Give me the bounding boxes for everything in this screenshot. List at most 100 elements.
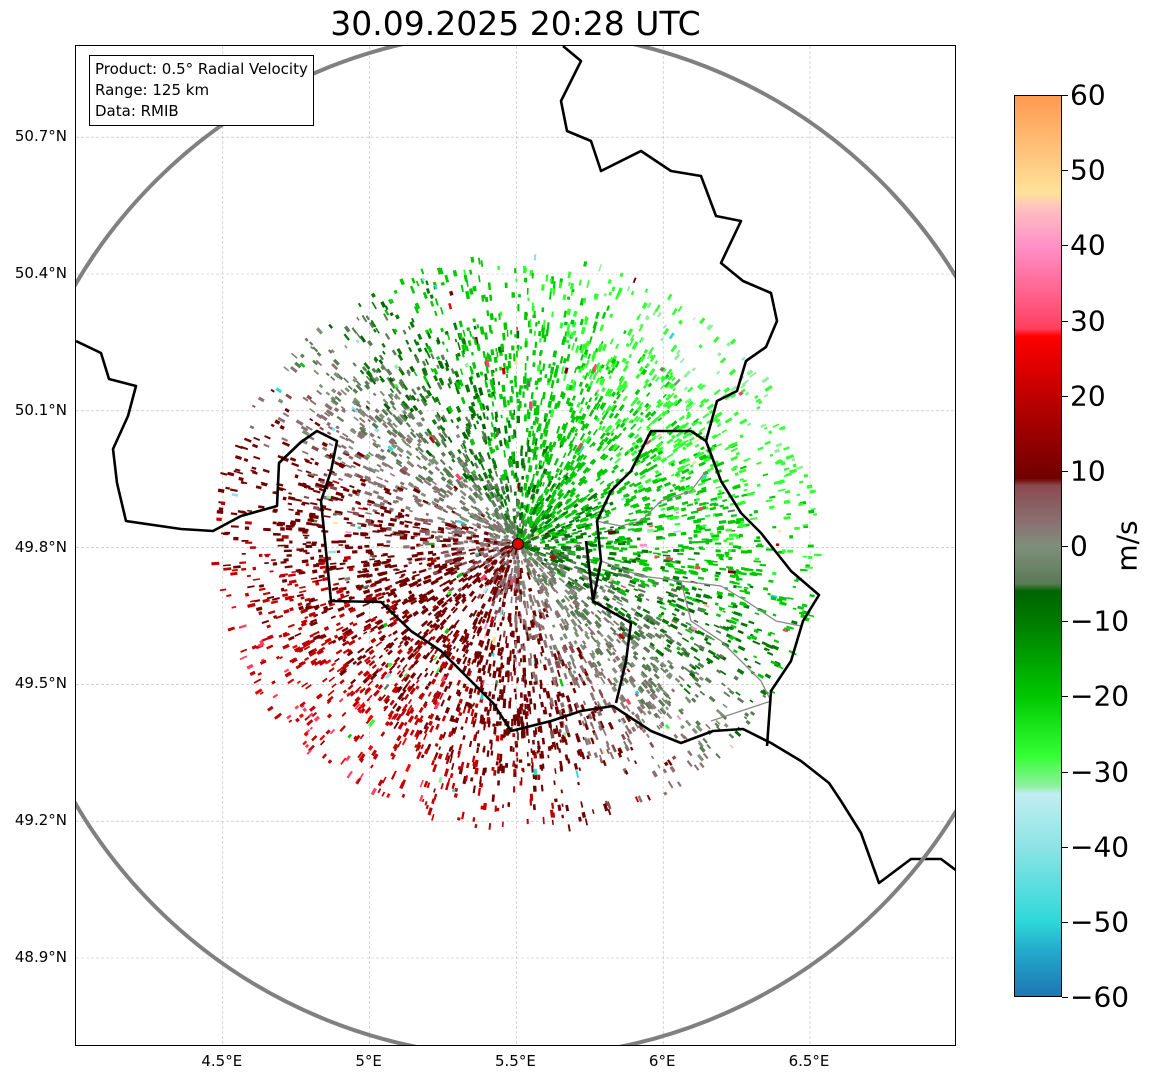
echo-gate <box>673 353 681 361</box>
echo-gate <box>456 679 461 686</box>
echo-gate <box>729 580 735 585</box>
echo-gate <box>511 676 513 682</box>
echo-gate <box>512 664 516 672</box>
echo-gate <box>439 458 446 466</box>
echo-gate <box>341 586 347 591</box>
echo-gate <box>457 448 462 455</box>
echo-gate <box>466 536 473 540</box>
echo-gate <box>531 635 535 640</box>
echo-gate <box>370 637 377 644</box>
echo-gate <box>671 473 675 477</box>
echo-gate <box>575 770 580 779</box>
echo-gate <box>537 774 541 781</box>
echo-gate <box>306 394 313 401</box>
echo-gate <box>468 526 474 530</box>
echo-gate <box>524 703 527 710</box>
echo-gate <box>605 545 614 549</box>
echo-gate <box>331 388 337 394</box>
echo-gate <box>580 354 585 361</box>
echo-gate <box>381 342 386 348</box>
echo-gate <box>581 574 590 581</box>
echo-gate <box>792 463 797 468</box>
echo-gate <box>371 422 379 429</box>
echo-gate <box>330 376 336 381</box>
echo-gate <box>386 526 392 531</box>
echo-gate <box>257 396 265 403</box>
echo-gate <box>551 577 557 583</box>
echo-gate <box>282 496 287 501</box>
echo-gate <box>409 285 416 294</box>
echo-gate <box>532 567 538 574</box>
echo-gate <box>737 629 744 635</box>
echo-gate <box>342 689 348 694</box>
echo-gate <box>506 329 509 337</box>
echo-gate <box>739 418 748 425</box>
echo-gate <box>519 589 523 595</box>
echo-gate <box>264 553 271 556</box>
echo-gate <box>253 678 262 684</box>
echo-gate <box>493 395 497 400</box>
echo-gate <box>677 597 685 603</box>
echo-gate <box>305 684 312 690</box>
echo-gate <box>365 593 373 598</box>
echo-gate <box>570 331 575 338</box>
echo-gate <box>289 457 297 462</box>
echo-gate <box>694 501 699 505</box>
echo-gate <box>599 324 605 332</box>
echo-gate <box>357 545 363 550</box>
echo-gate <box>728 556 733 561</box>
echo-gate <box>761 376 770 384</box>
echo-gate <box>356 502 362 506</box>
echo-gate <box>509 623 513 627</box>
echo-gate <box>629 545 638 549</box>
echo-gate <box>405 422 411 428</box>
echo-gate <box>730 616 740 622</box>
echo-gate <box>508 353 512 360</box>
echo-gate <box>746 422 752 427</box>
echo-gate <box>496 549 501 552</box>
echo-gate <box>488 672 492 677</box>
echo-gate <box>607 279 612 285</box>
echo-gate <box>262 598 270 603</box>
echo-gate <box>338 577 345 581</box>
echo-gate <box>698 676 704 682</box>
echo-gate <box>620 537 627 541</box>
echo-gate <box>318 383 324 389</box>
echo-gate <box>478 415 483 421</box>
echo-gate <box>539 337 542 343</box>
echo-gate <box>411 277 416 284</box>
echo-gate <box>298 590 307 594</box>
echo-gate <box>697 607 706 613</box>
echo-gate <box>509 745 513 752</box>
echo-gate <box>218 507 224 511</box>
echo-gate <box>672 394 678 400</box>
echo-gate <box>244 526 250 530</box>
echo-gate <box>582 582 590 589</box>
echo-gate <box>491 401 495 407</box>
echo-gate <box>487 525 496 532</box>
echo-gate <box>631 726 637 733</box>
echo-gate <box>714 542 722 545</box>
echo-gate <box>477 451 483 458</box>
echo-gate <box>261 619 270 625</box>
echo-gate <box>443 538 451 543</box>
echo-gate <box>568 604 574 610</box>
echo-gate <box>359 335 367 343</box>
echo-gate <box>679 358 685 364</box>
echo-gate <box>459 489 467 497</box>
echo-gate <box>424 667 429 672</box>
echo-gate <box>542 664 548 671</box>
echo-gate <box>644 288 649 293</box>
echo-gate <box>763 647 768 652</box>
echo-gate <box>670 587 678 593</box>
echo-gate <box>450 418 454 424</box>
echo-gate <box>328 667 335 673</box>
echo-gate <box>416 386 421 391</box>
echo-gate <box>599 527 606 531</box>
echo-gate <box>414 557 423 562</box>
echo-gate <box>377 696 383 702</box>
echo-gate <box>646 794 651 801</box>
echo-gate <box>473 528 478 532</box>
echo-gate <box>670 420 678 427</box>
echo-gate <box>673 506 680 512</box>
